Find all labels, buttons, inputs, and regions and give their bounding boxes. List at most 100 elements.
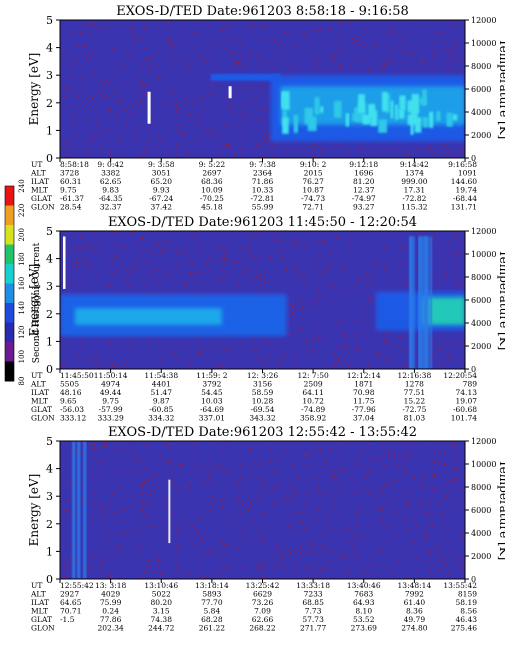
noise-dot bbox=[176, 68, 178, 71]
noise-dot bbox=[266, 141, 268, 144]
noise-dot bbox=[364, 569, 366, 572]
noise-dot bbox=[262, 528, 264, 531]
noise-dot bbox=[234, 261, 236, 263]
noise-dot bbox=[425, 513, 428, 515]
table-cell: 68.28 bbox=[201, 615, 223, 624]
noise-dot bbox=[259, 498, 261, 501]
noise-dot bbox=[375, 350, 377, 353]
noise-dot bbox=[272, 501, 275, 503]
table-cell: 999.00 bbox=[401, 177, 427, 186]
noise-dot bbox=[380, 522, 382, 524]
noise-dot bbox=[251, 519, 253, 522]
noise-dot bbox=[69, 243, 71, 245]
noise-dot bbox=[177, 544, 180, 546]
noise-dot bbox=[316, 141, 319, 144]
noise-dot bbox=[356, 355, 359, 357]
noise-dot bbox=[320, 276, 323, 278]
noise-dot bbox=[263, 445, 265, 447]
noise-dot bbox=[459, 243, 462, 245]
noise-dot bbox=[210, 510, 212, 512]
noise-dot bbox=[445, 256, 448, 259]
noise-dot bbox=[250, 501, 252, 503]
noise-dot bbox=[444, 470, 446, 472]
noise-dot bbox=[228, 143, 230, 146]
noise-dot bbox=[153, 253, 155, 256]
y-axis-tick-label: 1 bbox=[46, 545, 53, 558]
noise-dot bbox=[323, 492, 325, 494]
noise-dot bbox=[298, 469, 300, 472]
table-cell: 13:25:42 bbox=[246, 581, 280, 590]
noise-dot bbox=[76, 43, 78, 45]
noise-dot bbox=[255, 489, 257, 492]
noise-dot bbox=[353, 284, 355, 287]
noise-dot bbox=[284, 26, 287, 29]
noise-dot bbox=[132, 267, 134, 269]
noise-dot bbox=[388, 30, 390, 32]
noise-dot bbox=[407, 153, 410, 156]
noise-dot bbox=[176, 574, 178, 577]
noise-dot bbox=[237, 497, 240, 500]
noise-dot bbox=[267, 360, 269, 362]
noise-dot bbox=[102, 506, 104, 508]
noise-dot bbox=[130, 444, 132, 446]
flux-peak bbox=[436, 111, 441, 122]
noise-dot bbox=[397, 156, 399, 158]
noise-dot bbox=[427, 567, 429, 569]
noise-dot bbox=[228, 257, 231, 260]
noise-dot bbox=[165, 249, 168, 251]
noise-dot bbox=[150, 493, 152, 495]
noise-dot bbox=[430, 501, 432, 503]
noise-dot bbox=[259, 283, 261, 285]
noise-dot bbox=[252, 349, 254, 351]
noise-dot bbox=[297, 511, 300, 513]
noise-dot bbox=[321, 547, 323, 549]
noise-dot bbox=[95, 27, 97, 30]
noise-dot bbox=[120, 139, 122, 142]
noise-dot bbox=[327, 463, 329, 465]
colorbar-tick-label: 180 bbox=[18, 252, 26, 265]
noise-dot bbox=[221, 467, 223, 470]
noise-dot bbox=[331, 57, 334, 60]
spectrogram-plot-area bbox=[60, 20, 465, 158]
noise-dot bbox=[323, 273, 325, 276]
noise-dot bbox=[61, 57, 64, 59]
noise-dot bbox=[205, 263, 207, 265]
noise-dot bbox=[259, 145, 262, 147]
noise-dot bbox=[135, 342, 137, 345]
noise-dot bbox=[99, 501, 101, 503]
noise-dot bbox=[400, 335, 402, 337]
noise-dot bbox=[60, 98, 63, 100]
noise-dot bbox=[269, 566, 272, 569]
noise-dot bbox=[70, 484, 72, 486]
noise-dot bbox=[164, 570, 166, 572]
noise-dot bbox=[356, 20, 358, 22]
noise-dot bbox=[139, 506, 141, 509]
noise-dot bbox=[150, 69, 152, 72]
noise-dot bbox=[163, 75, 165, 77]
noise-dot bbox=[156, 31, 159, 34]
noise-dot bbox=[317, 252, 319, 255]
noise-dot bbox=[133, 453, 135, 456]
colorbar-tick-label: 200 bbox=[18, 228, 26, 241]
noise-dot bbox=[143, 491, 146, 493]
noise-dot bbox=[356, 441, 358, 443]
noise-dot bbox=[227, 497, 229, 499]
noise-dot bbox=[436, 48, 438, 50]
noise-dot bbox=[177, 340, 179, 343]
noise-dot bbox=[225, 275, 227, 277]
noise-dot bbox=[371, 295, 374, 298]
noise-dot bbox=[384, 342, 387, 344]
noise-dot bbox=[85, 571, 88, 573]
noise-dot bbox=[405, 249, 407, 251]
noise-dot bbox=[260, 459, 262, 462]
noise-dot bbox=[176, 266, 178, 268]
table-cell: 9: 7:38 bbox=[249, 160, 276, 169]
noise-dot bbox=[154, 105, 156, 107]
noise-dot bbox=[258, 516, 261, 519]
noise-dot bbox=[276, 341, 279, 343]
noise-dot bbox=[263, 279, 265, 282]
noise-dot bbox=[162, 289, 165, 291]
noise-dot bbox=[148, 341, 150, 343]
noise-dot bbox=[223, 249, 225, 251]
noise-dot bbox=[421, 485, 424, 487]
